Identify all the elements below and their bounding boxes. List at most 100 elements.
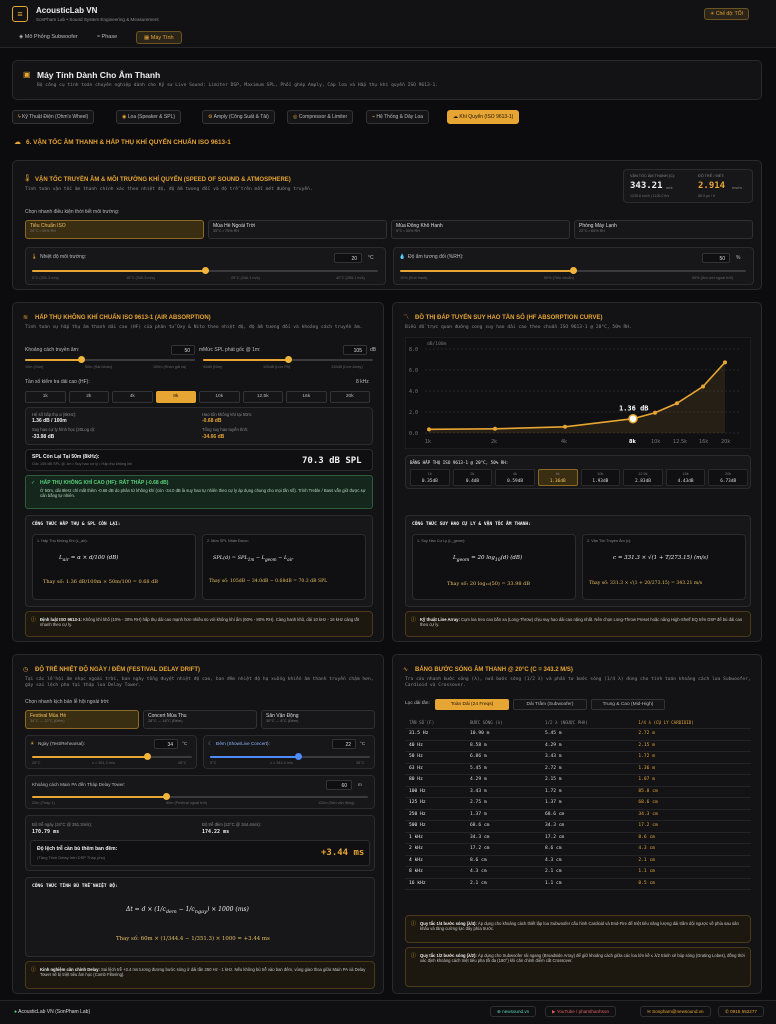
freq-button-1k[interactable]: 1k: [25, 391, 66, 403]
day-temp-slider[interactable]: [32, 753, 192, 760]
speed-value: 343.21: [630, 181, 663, 191]
delay-distance-slider[interactable]: [32, 793, 368, 800]
iso-note: ⓘ Định luật ISO 9613-1: Không khí khô (1…: [25, 611, 373, 637]
freq-button-2k[interactable]: 2k: [68, 391, 109, 403]
abs-table-value: 1.93dB: [592, 479, 609, 484]
preset-winter[interactable]: Mùa Đông Khô Hanh 5°C • 30% RH: [391, 220, 570, 239]
table-cell: 17.2 cm: [540, 832, 635, 844]
abs-table-value: 0.59dB: [507, 479, 523, 484]
temperature-input[interactable]: 20: [334, 253, 362, 263]
table-row: 63 Hz 5.45 m 2.72 m 1.36 m: [405, 763, 751, 775]
temperature-slider[interactable]: [32, 267, 378, 274]
tab-compressor[interactable]: ◎ Compressor & Limiter: [287, 110, 354, 124]
abs-table-cell: 16k 4.43dB: [665, 469, 706, 486]
table-cell: 34.3 cm: [634, 809, 751, 821]
freq-button-20k[interactable]: 20k: [329, 391, 370, 403]
drift-desc: Tại các lễ hội âm nhạc ngoài trời, ban n…: [25, 677, 374, 688]
table-cell: 10.90 m: [466, 728, 541, 741]
app-subtitle: SonPham Lab • Sound System Engineering &…: [36, 17, 159, 22]
table-cell: 4 kHz: [405, 855, 467, 867]
table-cell: 2.1 cm: [540, 866, 635, 879]
tab-electrical[interactable]: ϟ Kỹ Thuật Điện (Ohm's Wheel): [12, 110, 95, 124]
nav-subwoofer[interactable]: ◈ Mô Phỏng Subwoofer: [19, 34, 78, 40]
preset-autumn-concert[interactable]: Concert Mùa Thu 28°C → 18°C (Đêm): [143, 710, 257, 729]
speed-of-sound-card: 🌡 VẬN TỐC TRUYỀN ÂM & MÔI TRƯỜNG KHÍ QUY…: [12, 160, 762, 290]
tab-atmosphere[interactable]: ☁ Khí Quyển (ISO 9613-1): [447, 110, 520, 124]
check-circle-icon: ✓: [31, 480, 36, 486]
moon-icon: ☾: [208, 741, 213, 747]
footer-website-link[interactable]: ⊕ newsound.vn: [490, 1006, 537, 1017]
abs-table-cell: 1k 0.35dB: [410, 469, 450, 486]
footer-youtube-link[interactable]: ▶ YouTube / phamthanhson: [545, 1006, 617, 1017]
freq-button-4k[interactable]: 4k: [112, 391, 153, 403]
table-cell: 2.1 cm: [466, 878, 541, 890]
preset-summer-festival[interactable]: Festival Mùa Hè 34°C → 22°C (Đêm): [25, 710, 139, 729]
formula-delay-drift: Δt = d × (1/cdem − 1/cngay) × 1000 (ms): [126, 906, 249, 916]
phone-icon: ✆: [725, 1009, 731, 1014]
distance-slider[interactable]: [25, 356, 195, 363]
table-cell: 4.29 m: [540, 740, 635, 752]
footer-phone-link[interactable]: ✆ 0915 552277: [718, 1006, 764, 1017]
table-cell: 50 Hz: [405, 751, 467, 764]
table-cell: 63 Hz: [405, 763, 467, 775]
abs-table-freq: 12.5k: [638, 472, 648, 476]
night-temp-input[interactable]: 22: [332, 739, 356, 749]
humidity-input[interactable]: 50: [702, 253, 730, 263]
table-cell: 0.5 cm: [634, 878, 751, 890]
x-tick-label: 1k: [425, 439, 431, 445]
y-tick-label: 8.0: [409, 347, 418, 353]
sun-icon: ☀: [30, 741, 35, 747]
distance-input[interactable]: 50: [171, 345, 195, 355]
nav-calculator[interactable]: ▦ Máy Tính: [136, 31, 182, 44]
table-cell: 3.43 m: [540, 751, 635, 764]
abs-table-freq: 8k: [555, 472, 560, 476]
freq-button-12.5k[interactable]: 12.5k: [242, 391, 283, 403]
table-cell: 68.6 cm: [634, 797, 751, 810]
spl-input[interactable]: 105: [343, 345, 367, 355]
table-row: 40 Hz 8.58 m 4.29 m 2.15 m: [405, 740, 751, 752]
table-cell: 1.36 m: [634, 763, 751, 775]
day-temp-input[interactable]: 34: [154, 739, 178, 749]
freq-button-10k[interactable]: 10k: [199, 391, 240, 403]
preset-summer[interactable]: Mùa Hè Ngoài Trời 35°C • 75% RH: [208, 220, 387, 239]
filter-full-range[interactable]: Toàn Dải (24 Freqs): [435, 699, 509, 710]
freq-button-16k[interactable]: 16k: [286, 391, 327, 403]
preset-iso[interactable]: Tiêu Chuẩn ISO 20°C • 50% RH: [25, 220, 204, 239]
cloud-icon: ☁: [453, 114, 460, 120]
table-row: 500 Hz 68.6 cm 34.3 cm 17.2 cm: [405, 820, 751, 833]
absorption-table: BẢNG HẤP THỤ ISO 9613-1 @ 20°C, 50% RH: …: [405, 455, 751, 489]
tab-system-cable[interactable]: ⌁ Hệ Thống & Dây Loa: [366, 110, 430, 124]
filter-mid-high[interactable]: Trung & Cao (Mid-High): [591, 699, 665, 710]
table-cell: 40 Hz: [405, 740, 467, 752]
absorption-title: HẤP THỤ KHÔNG KHÍ CHUẨN ISO 9613-1 (AIR …: [35, 315, 211, 321]
cloud-icon: ☁: [14, 139, 21, 146]
spl-slider[interactable]: [203, 356, 373, 363]
nav-phase[interactable]: ≈ Phase: [97, 34, 118, 40]
table-cell: 1.72 m: [540, 786, 635, 798]
filter-sub[interactable]: Dải Trầm (Subwoofer): [513, 699, 587, 710]
theme-toggle-button[interactable]: ☀ Chế độ: TỐI: [704, 8, 750, 20]
table-cell: 4.29 m: [466, 774, 541, 787]
x-tick-label: 10k: [651, 439, 660, 445]
table-row: 2 kHz 17.2 cm 8.6 cm 4.3 cm: [405, 843, 751, 856]
wavelength-desc: Tra cứu nhanh bước sóng (λ), nửa bước só…: [405, 677, 751, 688]
globe-icon: ⊕: [497, 1009, 503, 1014]
speed-desc: Tính toán vận tốc âm thanh chính xác the…: [25, 187, 313, 192]
menu-icon[interactable]: ≡: [12, 6, 28, 22]
delay-distance-input[interactable]: 60: [326, 780, 352, 790]
tab-amplifier[interactable]: ⚙ Amply (Công Suất & Tải): [202, 110, 275, 124]
line-array-note: ⓘ Kỹ thuật Line Array: Cụm loa treo cao …: [405, 611, 751, 637]
final-spl-value: 70.3 dB SPL: [302, 456, 362, 466]
abs-table-cell: 2k 0.4dB: [452, 469, 493, 486]
table-cell: 85.8 cm: [634, 786, 751, 798]
table-cell: 2.72 m: [540, 763, 635, 775]
table-cell: 80 Hz: [405, 774, 467, 787]
footer-email-link[interactable]: ✉ Sonpham@newsound.vn: [640, 1006, 711, 1017]
humidity-slider[interactable]: [400, 267, 746, 274]
info-icon: ⓘ: [411, 617, 417, 623]
freq-button-8k[interactable]: 8k: [155, 391, 196, 403]
preset-aircon[interactable]: Phòng Máy Lạnh 22°C • 60% RH: [574, 220, 753, 239]
preset-stadium[interactable]: Sân Vận Động 30°C → 8°C (Đêm): [261, 710, 375, 729]
tab-speaker[interactable]: ◉ Loa (Speaker & SPL): [116, 110, 182, 124]
night-temp-slider[interactable]: [210, 753, 370, 760]
